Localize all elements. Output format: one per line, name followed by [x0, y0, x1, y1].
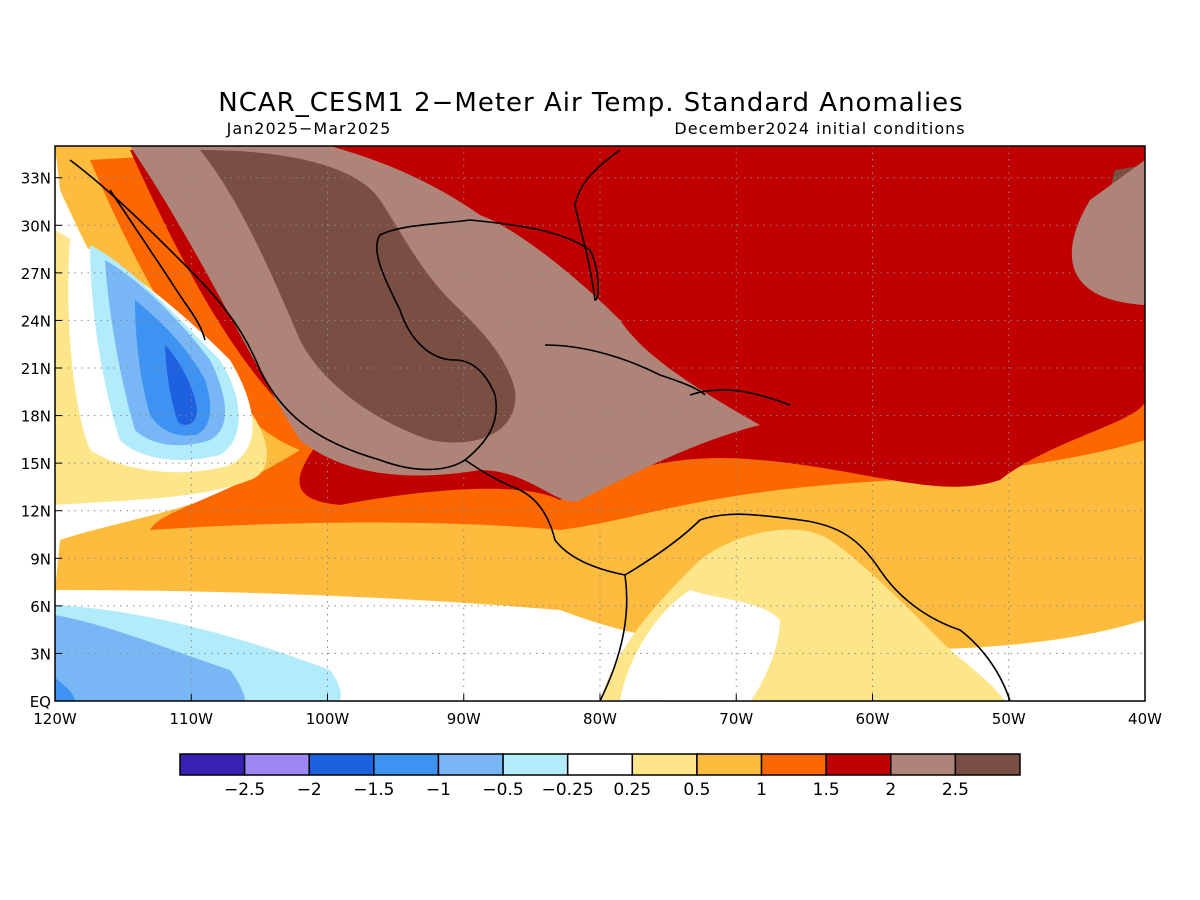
- colorbar-swatch: [179, 753, 246, 776]
- y-tick-label: 15N: [21, 455, 51, 473]
- colorbar-swatch: [760, 753, 827, 776]
- y-tick-label: 30N: [21, 217, 51, 235]
- colorbar-label: 2.5: [942, 780, 969, 800]
- x-tick-label: 100W: [306, 710, 350, 728]
- anomaly-map: [55, 146, 1145, 701]
- y-tick-label: 9N: [30, 550, 51, 568]
- y-tick-label: 18N: [21, 408, 51, 426]
- colorbar-label: −0.5: [482, 780, 523, 800]
- latitude-axis: EQ 3N 6N 9N 12N 15N 18N 21N 24N 27N 30N 33N: [21, 170, 62, 711]
- y-tick-label: 21N: [21, 360, 51, 378]
- colorbar-swatch: [825, 753, 892, 776]
- colorbar-label: −0.25: [542, 780, 594, 800]
- coastline-baja: [109, 189, 206, 341]
- anomaly-region-neg-1.5-pacific: [165, 345, 197, 425]
- y-tick-label: 12N: [21, 503, 51, 521]
- colorbar-swatch: [437, 753, 504, 776]
- colorbar-label: 2: [885, 780, 896, 800]
- anomaly-region-2-2.5-east: [1071, 160, 1145, 305]
- anomaly-region-neg-0.5-south: [55, 615, 245, 701]
- colorbar-label: −1: [426, 780, 451, 800]
- anomaly-region-neutral-sa: [620, 590, 780, 701]
- y-tick-label: 27N: [21, 265, 51, 283]
- coastline-hispaniola: [689, 389, 791, 406]
- x-tick-label: 50W: [992, 710, 1026, 728]
- colorbar-label: 1.5: [813, 780, 840, 800]
- y-tick-label: EQ: [30, 693, 51, 711]
- x-tick-label: 110W: [170, 710, 214, 728]
- colorbar-swatch: [308, 753, 375, 776]
- initial-conditions-label: December2024 initial conditions: [674, 119, 965, 138]
- forecast-period: Jan2025−Mar2025: [226, 119, 392, 138]
- colorbar-swatch: [243, 753, 310, 776]
- anomaly-region-gt-2.5: [200, 150, 516, 443]
- x-tick-label: 80W: [583, 710, 617, 728]
- graticule: [55, 146, 1145, 701]
- coastline-central-america: [464, 459, 626, 576]
- colorbar-label: −1.5: [353, 780, 394, 800]
- colorbar-swatch: [373, 753, 440, 776]
- x-tick-label: 60W: [856, 710, 890, 728]
- y-tick-label: 24N: [21, 312, 51, 330]
- x-tick-label: 120W: [33, 710, 77, 728]
- coastline-north-america: [69, 149, 621, 471]
- y-tick-label: 3N: [30, 645, 51, 663]
- coastlines: [69, 149, 1011, 702]
- x-tick-label: 70W: [719, 710, 753, 728]
- colorbar-label: −2: [297, 780, 322, 800]
- colorbar-swatch: [954, 753, 1021, 776]
- colorbar-swatch: [696, 753, 763, 776]
- longitude-axis: 120W 110W 100W 90W 80W 70W 60W 50W 40W: [33, 694, 1162, 728]
- anomaly-region-neg-1-south: [55, 678, 75, 701]
- chart-title: NCAR_CESM1 2−Meter Air Temp. Standard An…: [218, 88, 963, 118]
- coastline-cuba: [544, 344, 706, 396]
- x-tick-label: 40W: [1128, 710, 1162, 728]
- colorbar: −2.5 −2 −1.5 −1 −0.5 −0.25 0.25 0.5 1 1.5 2 2.5: [179, 753, 1021, 800]
- colorbar-label: 1: [756, 780, 767, 800]
- y-tick-label: 33N: [21, 170, 51, 188]
- colorbar-label: −2.5: [224, 780, 265, 800]
- colorbar-swatch: [631, 753, 698, 776]
- colorbar-swatch: [890, 753, 957, 776]
- colorbar-swatch: [566, 753, 634, 776]
- y-tick-label: 6N: [30, 598, 51, 616]
- colorbar-label: 0.5: [683, 780, 710, 800]
- colorbar-label: 0.25: [613, 780, 651, 800]
- colorbar-swatch: [502, 753, 569, 776]
- coastline-south-america: [599, 513, 1011, 702]
- x-tick-label: 90W: [447, 710, 481, 728]
